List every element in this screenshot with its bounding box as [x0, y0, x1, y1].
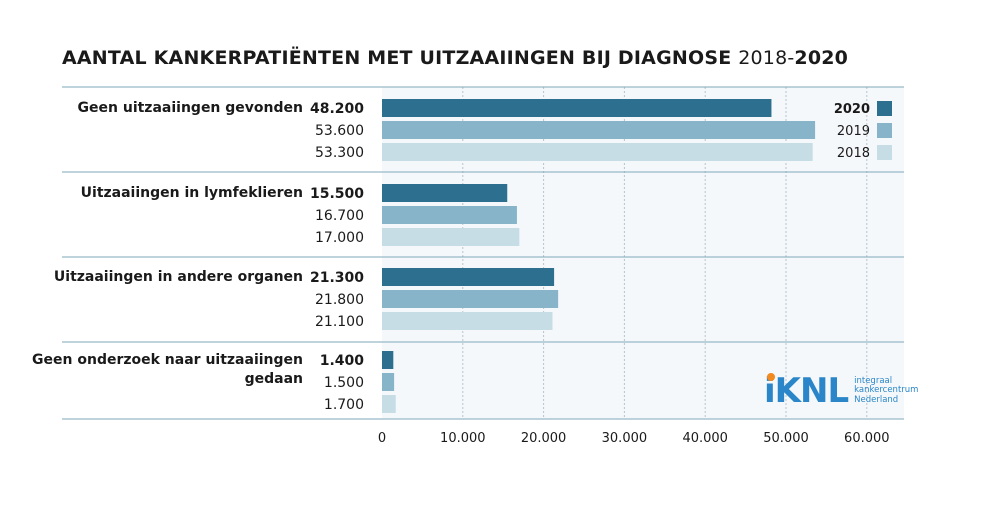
- value-label-2020-3: 1.400: [320, 353, 365, 369]
- value-label-2018-2: 21.100: [315, 314, 364, 330]
- x-tick-label-0: 0: [378, 431, 386, 446]
- bar-2018-2: [382, 312, 553, 330]
- category-label-1: Uitzaaiingen in lymfeklieren: [81, 185, 303, 201]
- logo-line-3: Nederland: [854, 394, 899, 405]
- x-tick-label-20.000: 20.000: [521, 431, 567, 446]
- title-main: AANTAL KANKERPATIËNTEN MET UITZAAIINGEN …: [62, 47, 739, 69]
- category-label-3-line-1: gedaan: [245, 371, 303, 387]
- x-tick-label-10.000: 10.000: [440, 431, 486, 446]
- x-tick-label-40.000: 40.000: [682, 431, 728, 446]
- plot-background: [382, 87, 904, 419]
- bar-2019-1: [382, 206, 517, 224]
- bar-2019-0: [382, 121, 816, 139]
- logo-mark-text: iKNL: [764, 371, 849, 411]
- legend-swatch-2019: [877, 123, 892, 138]
- value-label-2018-3: 1.700: [324, 397, 364, 413]
- title-range-start: 2018-: [738, 47, 795, 69]
- value-label-2020-0: 48.200: [310, 101, 364, 117]
- value-label-2020-2: 21.300: [310, 270, 364, 286]
- value-label-2019-2: 21.800: [315, 292, 364, 308]
- value-label-2020-1: 15.500: [310, 186, 364, 202]
- category-label-3-line-0: Geen onderzoek naar uitzaaiingen: [32, 352, 303, 368]
- bar-2018-3: [382, 395, 396, 413]
- value-label-2018-0: 53.300: [315, 145, 364, 161]
- legend-label-2018: 2018: [837, 146, 870, 161]
- x-tick-label-30.000: 30.000: [602, 431, 648, 446]
- bar-2019-3: [382, 373, 395, 391]
- legend-label-2019: 2019: [837, 124, 870, 139]
- bar-2020-3: [382, 351, 394, 369]
- category-label-0: Geen uitzaaiingen gevonden: [78, 100, 303, 116]
- logo-line-2: kankercentrum: [854, 385, 919, 396]
- bar-2020-1: [382, 184, 508, 202]
- x-tick-label-60.000: 60.000: [844, 431, 890, 446]
- iknl-logo: iKNL integraal kankercentrum Nederland: [764, 371, 919, 411]
- legend-swatch-2020: [877, 101, 892, 116]
- logo-text: integraal kankercentrum Nederland: [854, 375, 919, 406]
- bar-2019-2: [382, 290, 559, 308]
- value-label-2018-1: 17.000: [315, 230, 364, 246]
- logo-dot-icon: [767, 373, 775, 381]
- legend-label-2020: 2020: [834, 102, 870, 117]
- legend-swatch-2018: [877, 145, 892, 160]
- value-label-2019-1: 16.700: [315, 208, 364, 224]
- category-label-2: Uitzaaiingen in andere organen: [54, 269, 303, 285]
- title-range-end: 2020: [794, 47, 849, 69]
- value-label-2019-3: 1.500: [324, 375, 364, 391]
- bar-2020-0: [382, 99, 772, 117]
- value-label-2019-0: 53.600: [315, 123, 364, 139]
- iknl-logo-mark: iKNL: [764, 371, 849, 411]
- bar-2018-1: [382, 228, 520, 246]
- bar-2020-2: [382, 268, 555, 286]
- x-tick-label-50.000: 50.000: [763, 431, 809, 446]
- chart-title: AANTAL KANKERPATIËNTEN MET UITZAAIINGEN …: [62, 47, 848, 69]
- logo-line-1: integraal: [854, 375, 893, 386]
- bar-2018-0: [382, 143, 813, 161]
